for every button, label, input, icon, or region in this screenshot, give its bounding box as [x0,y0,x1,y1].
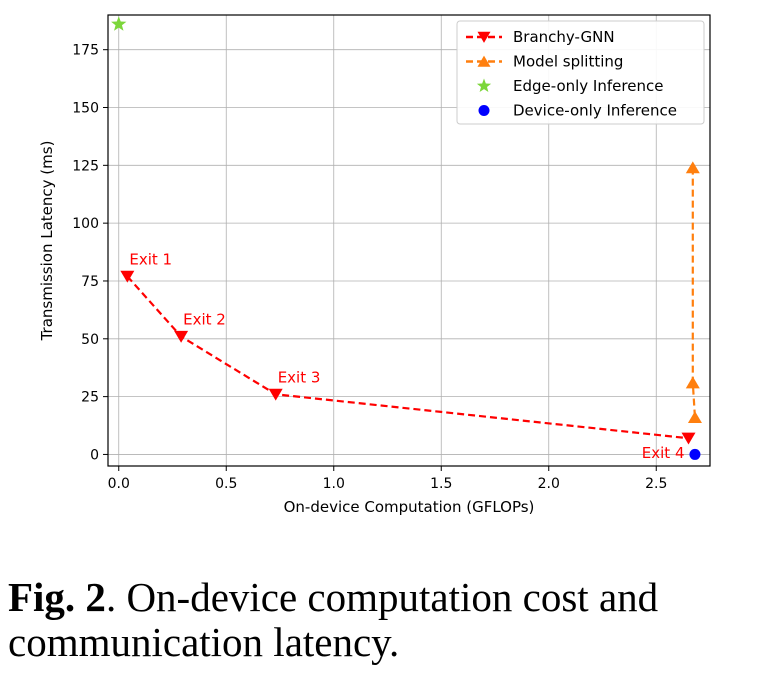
legend-marker [477,31,491,43]
exit-annotation: Exit 4 [642,444,685,462]
series-0 [120,270,696,445]
figure-caption-text: . On-device computation cost and communi… [8,574,659,665]
exit-annotation: Exit 1 [129,250,172,268]
legend-marker [478,105,490,116]
chart: 0.0 0.5 1.0 1.5 2.0 2.5 0 25 50 75 100 125 150 175 Ex… [38,14,711,516]
x-tick-label: 1.5 [430,476,452,492]
series-1 [685,161,702,424]
data-point [120,270,135,283]
y-axis-title: Transmission Latency (ms) [38,141,56,342]
legend-label: Branchy-GNN [513,28,615,46]
x-tick-label: 0.5 [215,476,237,492]
y-tick-label: 100 [72,216,99,232]
legend-item: Branchy-GNN [466,28,615,46]
y-tick-label: 50 [81,332,99,348]
legend: Branchy-GNN Model splitting Edge-only Infe… [456,20,705,125]
exit-annotation: Exit 2 [183,310,226,328]
y-tick-label: 125 [72,158,99,174]
series-3 [689,448,701,460]
legend-item: Model splitting [466,53,623,71]
annotations-layer: Exit 1 Exit 2 Exit 3 Exit 4 [129,250,684,462]
legend-item: Device-only Inference [478,102,677,120]
x-tick-label: 2.0 [538,476,560,492]
y-tick-label: 25 [81,390,99,406]
y-tick-label: 175 [72,43,99,59]
series-layer [111,16,702,460]
x-tick-label: 1.0 [323,476,345,492]
legend-label: Device-only Inference [513,102,677,120]
series-line [126,275,689,440]
legend-label: Edge-only Inference [513,77,663,95]
legend-label: Model splitting [513,53,623,71]
legend-box [456,20,705,125]
data-point [685,376,700,389]
y-tick-label: 0 [90,447,99,463]
y-tick-label: 150 [72,101,99,117]
plot-area-frame [107,14,711,467]
data-point [111,16,127,31]
exit-annotation: Exit 3 [278,368,321,386]
y-tick-label: 75 [81,274,99,290]
series-2 [111,16,127,31]
data-point [174,330,189,343]
legend-marker [476,78,492,93]
data-point [689,448,701,460]
x-axis-title: On-device Computation (GFLOPs) [284,498,535,516]
data-point [681,432,696,445]
x-tick-label: 2.5 [645,476,667,492]
data-point [687,411,702,424]
legend-item: Edge-only Inference [476,77,663,95]
figure-caption: Fig. 2. On-device computation cost and c… [8,575,758,665]
legend-marker [477,55,491,67]
data-point [268,388,283,401]
axis-ticks: 0.0 0.5 1.0 1.5 2.0 2.5 0 25 50 75 100 125 150 175 [72,43,667,492]
figure-caption-label: Fig. 2 [8,574,106,620]
data-point [685,161,700,174]
x-tick-label: 0.0 [108,476,130,492]
